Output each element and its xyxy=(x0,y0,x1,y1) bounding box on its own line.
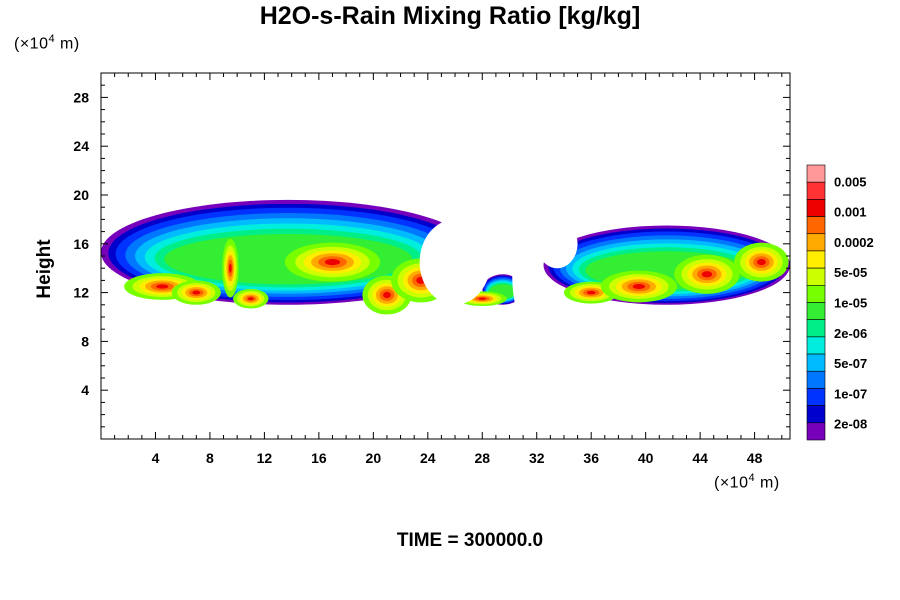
y-tick-label: 16 xyxy=(73,236,89,252)
colorbar-swatch xyxy=(806,302,826,320)
y-tick-label: 24 xyxy=(73,138,89,154)
colorbar-swatch xyxy=(806,370,826,389)
y-tick-label: 8 xyxy=(81,333,89,349)
colorbar: 0.005 0.001 0.0002 5e-05 1e-05 2e-06 5e-07 1e-0… xyxy=(806,164,874,441)
colorbar-swatch xyxy=(806,233,826,252)
x-tick-label: 40 xyxy=(638,450,654,466)
field-contour xyxy=(383,291,391,299)
field-contour xyxy=(419,219,491,305)
colorbar-swatch xyxy=(806,422,826,441)
colorbar-swatch xyxy=(806,405,826,424)
field-contour xyxy=(478,297,487,300)
colorbar-label: 2e-06 xyxy=(834,326,867,341)
colorbar-swatch xyxy=(806,285,826,303)
field-contour xyxy=(586,290,596,295)
colorbar-label: 0.0002 xyxy=(834,235,874,250)
x-tick-label: 4 xyxy=(152,450,160,466)
field-contour xyxy=(192,290,201,295)
field-contour xyxy=(229,263,232,273)
colorbar-swatch xyxy=(806,353,826,372)
colorbar-swatch xyxy=(806,181,826,200)
x-tick-label: 48 xyxy=(747,450,763,466)
colorbar-swatch xyxy=(806,336,826,355)
x-tick-label: 16 xyxy=(311,450,327,466)
x-tick-label: 44 xyxy=(692,450,708,466)
colorbar-label: 1e-07 xyxy=(834,386,867,401)
colorbar-label: 1e-05 xyxy=(834,296,867,311)
colorbar-swatch xyxy=(806,199,826,217)
colorbar-label: 0.001 xyxy=(834,205,867,220)
colorbar-swatch xyxy=(806,319,826,338)
x-tick-label: 28 xyxy=(474,450,490,466)
y-tick-label: 20 xyxy=(73,187,89,203)
x-tick-label: 32 xyxy=(529,450,545,466)
field-contour xyxy=(536,219,578,269)
time-label: TIME = 300000.0 xyxy=(396,530,544,551)
colorbar-label: 2e-08 xyxy=(834,417,867,432)
chart-title: H2O-s-Rain Mixing Ratio [kg/kg] xyxy=(259,2,641,30)
y-axis-unit: (×104 m) xyxy=(14,33,80,53)
colorbar-swatch xyxy=(806,216,826,235)
colorbar-swatch xyxy=(806,250,826,269)
field-contour xyxy=(512,225,540,324)
y-tick-label: 12 xyxy=(73,285,89,301)
y-tick-label: 28 xyxy=(73,89,89,105)
x-tick-label: 24 xyxy=(420,450,436,466)
field-contour xyxy=(324,258,341,266)
x-axis: 4 8 12 16 20 24 28 32 36 40 44 48 xyxy=(114,73,783,466)
y-tick-label: 4 xyxy=(81,382,89,398)
x-axis-unit: (×104 m) xyxy=(714,472,780,492)
field-contour xyxy=(247,297,254,301)
field-contour xyxy=(757,258,766,266)
colorbar-swatch xyxy=(806,388,826,406)
y-axis: 4 8 12 16 20 24 28 xyxy=(73,84,790,428)
colorbar-swatch xyxy=(806,164,826,183)
field-contour xyxy=(156,284,169,289)
colorbar-label: 5e-05 xyxy=(834,265,867,280)
colorbar-swatch xyxy=(806,267,826,286)
field-contour xyxy=(632,283,645,290)
x-tick-label: 20 xyxy=(366,450,382,466)
x-tick-label: 12 xyxy=(257,450,273,466)
field-contour xyxy=(701,271,713,278)
x-tick-label: 36 xyxy=(583,450,599,466)
mixing-ratio-field xyxy=(101,199,790,324)
colorbar-label: 0.005 xyxy=(834,174,867,189)
colorbar-label: 5e-07 xyxy=(834,356,867,371)
x-tick-label: 8 xyxy=(206,450,214,466)
